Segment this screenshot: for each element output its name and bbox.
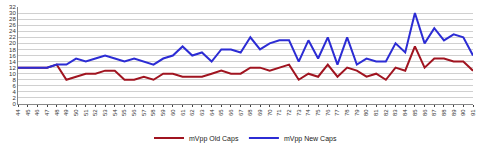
svg-text:68: 68 — [247, 109, 253, 116]
svg-text:0: 0 — [12, 101, 16, 107]
svg-text:53: 53 — [102, 109, 108, 116]
svg-text:64: 64 — [209, 109, 215, 116]
svg-text:49: 49 — [63, 109, 69, 116]
svg-text:59: 59 — [160, 109, 166, 116]
svg-text:58: 58 — [150, 109, 156, 116]
svg-text:66: 66 — [228, 109, 234, 116]
svg-text:56: 56 — [131, 109, 137, 116]
svg-text:50: 50 — [73, 109, 79, 116]
svg-text:28: 28 — [9, 16, 16, 22]
svg-text:71: 71 — [276, 109, 282, 116]
svg-text:20: 20 — [9, 40, 16, 46]
svg-text:73: 73 — [296, 109, 302, 116]
svg-text:88: 88 — [441, 109, 447, 116]
svg-text:86: 86 — [422, 109, 428, 116]
svg-text:81: 81 — [373, 109, 379, 116]
svg-text:78: 78 — [344, 109, 350, 116]
svg-text:44: 44 — [15, 109, 21, 116]
svg-text:2: 2 — [12, 95, 16, 101]
svg-text:87: 87 — [431, 109, 437, 116]
svg-text:84: 84 — [402, 109, 408, 116]
svg-text:mVpp New Caps: mVpp New Caps — [284, 135, 337, 143]
svg-text:67: 67 — [238, 109, 244, 116]
svg-text:46: 46 — [34, 109, 40, 116]
svg-text:79: 79 — [354, 109, 360, 116]
svg-text:48: 48 — [54, 109, 60, 116]
svg-text:24: 24 — [9, 28, 16, 34]
svg-text:75: 75 — [315, 109, 321, 116]
svg-text:57: 57 — [141, 109, 147, 116]
svg-text:45: 45 — [25, 109, 31, 116]
svg-text:14: 14 — [9, 59, 16, 65]
svg-text:6: 6 — [12, 83, 16, 89]
svg-text:90: 90 — [460, 109, 466, 116]
svg-text:85: 85 — [412, 109, 418, 116]
svg-text:52: 52 — [92, 109, 98, 116]
svg-text:89: 89 — [451, 109, 457, 116]
svg-text:91: 91 — [470, 109, 476, 116]
svg-text:80: 80 — [363, 109, 369, 116]
svg-text:10: 10 — [9, 71, 16, 77]
svg-text:63: 63 — [199, 109, 205, 116]
svg-text:55: 55 — [121, 109, 127, 116]
svg-text:32: 32 — [9, 4, 16, 10]
svg-text:72: 72 — [286, 109, 292, 116]
svg-text:77: 77 — [334, 109, 340, 116]
svg-text:26: 26 — [9, 22, 16, 28]
svg-text:30: 30 — [9, 10, 16, 16]
svg-text:60: 60 — [170, 109, 176, 116]
svg-text:65: 65 — [218, 109, 224, 116]
svg-text:16: 16 — [9, 53, 16, 59]
svg-text:82: 82 — [383, 109, 389, 116]
svg-text:4: 4 — [12, 89, 16, 95]
svg-text:12: 12 — [9, 65, 16, 71]
svg-text:8: 8 — [12, 77, 16, 83]
svg-text:18: 18 — [9, 47, 16, 53]
svg-text:61: 61 — [180, 109, 186, 116]
svg-text:69: 69 — [257, 109, 263, 116]
svg-text:mVpp Old Caps: mVpp Old Caps — [189, 135, 239, 143]
svg-text:22: 22 — [9, 34, 16, 40]
svg-text:47: 47 — [44, 109, 50, 116]
svg-text:76: 76 — [325, 109, 331, 116]
svg-text:62: 62 — [189, 109, 195, 116]
svg-text:51: 51 — [83, 109, 89, 116]
svg-text:70: 70 — [267, 109, 273, 116]
svg-text:83: 83 — [393, 109, 399, 116]
svg-text:54: 54 — [112, 109, 118, 116]
svg-text:74: 74 — [305, 109, 311, 116]
